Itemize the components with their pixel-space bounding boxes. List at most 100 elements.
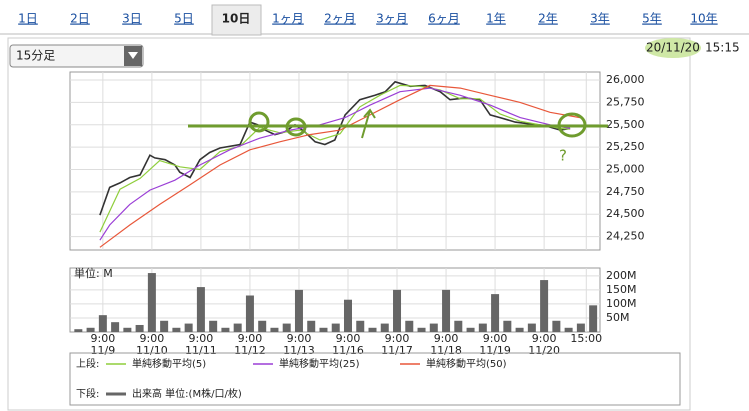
x-tick-date: 11/10	[136, 344, 168, 357]
y-tick-label: 26,000	[606, 73, 645, 86]
volume-bar	[491, 294, 500, 332]
series-line	[99, 84, 581, 248]
active-tab	[211, 4, 262, 36]
volume-bar	[552, 320, 561, 332]
select-box[interactable]	[9, 44, 144, 68]
legend-label: 単純移動平均(50)	[426, 357, 507, 370]
volume-bar	[209, 320, 218, 332]
x-tick-date: 11/16	[332, 344, 364, 357]
tab[interactable]: 10年	[690, 12, 717, 26]
volume-bar	[368, 327, 377, 332]
tab[interactable]: 1ヶ月	[272, 12, 304, 26]
select-label: 15分足	[16, 49, 55, 63]
x-tick-date: 11/9	[90, 344, 115, 357]
plot-area	[69, 71, 601, 251]
tab[interactable]: 3日	[122, 12, 142, 26]
timestamp-date: 20/11/20	[646, 41, 700, 55]
x-tick-label: 9:00	[140, 332, 165, 345]
y-tick-label: 24,750	[606, 185, 645, 198]
legend-box	[69, 352, 681, 406]
interval-select[interactable]: 15分足	[9, 44, 144, 68]
y-tick-label: 25,750	[606, 95, 645, 108]
x-tick-label: 9:00	[287, 332, 312, 345]
x-tick-label: 15:00	[570, 332, 602, 345]
volume-bar	[172, 327, 181, 332]
tab[interactable]: 2ヶ月	[324, 12, 356, 26]
y-tick-label: 24,500	[606, 207, 645, 220]
volume-bar	[258, 320, 267, 332]
volume-bar	[540, 280, 549, 332]
volume-bar	[393, 289, 402, 332]
drawn-arrow	[361, 108, 376, 139]
volume-bar	[454, 320, 463, 332]
highlight-mark	[645, 38, 701, 58]
tab[interactable]: 1日	[18, 12, 38, 26]
y-tick-label: 25,000	[606, 162, 645, 175]
drawn-circle	[248, 111, 270, 133]
x-tick-label: 9:00	[238, 332, 263, 345]
tab[interactable]: 1年	[486, 12, 506, 26]
plot-area	[69, 267, 601, 333]
tabs: 1日 2日 3日 5日 10日 1ヶ月 2ヶ月 3ヶ月 6ヶ月 1年 2年 3年 5年 10年	[18, 4, 718, 36]
x-tick-date: 11/11	[185, 344, 217, 357]
volume-bar	[294, 289, 303, 332]
x-tick-date: 11/20	[528, 344, 560, 357]
volume-bar	[74, 329, 83, 332]
legend-label: 出来高 単位:(M株/口/枚)	[132, 387, 242, 400]
x-tick-label: 9:00	[483, 332, 508, 345]
y-tick-label: 24,250	[606, 230, 645, 243]
x-tick-date: 11/18	[430, 344, 462, 357]
tab[interactable]: 3ヶ月	[376, 12, 408, 26]
volume-bar	[343, 299, 352, 332]
volume-bar	[282, 323, 291, 332]
x-tick-date: 11/13	[283, 344, 315, 357]
volume-bar	[380, 323, 389, 332]
volume-bar	[111, 322, 120, 332]
volume-bar	[86, 327, 95, 332]
volume-bar	[466, 327, 475, 332]
legend-prefix: 上段:	[76, 357, 99, 370]
tab[interactable]: 5日	[174, 12, 194, 26]
x-tick-label: 9:00	[532, 332, 557, 345]
y-tick-label: 100M	[606, 297, 637, 310]
x-tick-label: 9:00	[90, 332, 115, 345]
volume-bar	[270, 327, 279, 332]
tab[interactable]: 3年	[590, 12, 610, 26]
legend-label: 単純移動平均(25)	[279, 357, 360, 370]
hand-annotations	[188, 108, 608, 139]
select-arrow	[128, 52, 138, 59]
tab[interactable]: 10日	[222, 12, 251, 26]
tab[interactable]: 6ヶ月	[428, 12, 460, 26]
legend-prefix: 下段:	[76, 387, 99, 400]
volume-bar	[405, 320, 414, 332]
volume-bar	[564, 327, 573, 332]
volume-bar	[147, 273, 156, 332]
volume-bar	[245, 295, 254, 332]
tab[interactable]: 5年	[642, 12, 662, 26]
volume-bar	[221, 327, 230, 332]
volume-bar	[331, 323, 340, 332]
x-tick-label: 9:00	[434, 332, 459, 345]
series-line	[99, 84, 571, 233]
y-tick-label: 25,500	[606, 118, 645, 131]
x-tick-date: 11/19	[479, 344, 511, 357]
y-tick-label: 50M	[606, 311, 630, 324]
volume-bar	[417, 327, 426, 332]
volume-bar	[123, 327, 132, 332]
drawn-circle	[285, 117, 307, 137]
volume-bar	[515, 327, 524, 332]
tab[interactable]: 2日	[70, 12, 90, 26]
volume-bar	[233, 323, 242, 332]
volume-bar	[135, 324, 144, 332]
x-tick-label: 9:00	[336, 332, 361, 345]
tab[interactable]: 2年	[538, 12, 558, 26]
x-tick-label: 9:00	[189, 332, 214, 345]
volume-bar	[98, 315, 107, 332]
volume-bar	[184, 323, 193, 332]
panel-border	[7, 37, 691, 411]
legend-label: 単純移動平均(5)	[132, 357, 206, 370]
y-tick-label: 200M	[606, 269, 637, 282]
volume-bar	[429, 323, 438, 332]
volume-bar	[442, 289, 451, 332]
